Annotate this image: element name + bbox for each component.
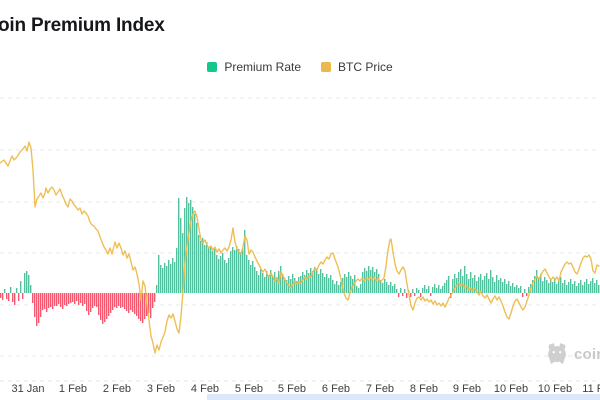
coinglass-bear-icon <box>548 343 566 365</box>
page-title: oin Premium Index <box>0 15 165 36</box>
x-tick-label: 31 Jan <box>11 383 44 395</box>
watermark: coin <box>545 341 600 367</box>
x-tick-label: 3 Feb <box>147 383 175 395</box>
x-tick-label: 10 Feb <box>494 383 528 395</box>
chart-legend: Premium Rate BTC Price <box>0 61 600 73</box>
x-tick-label: 8 Feb <box>410 383 438 395</box>
x-tick-label: 7 Feb <box>366 383 394 395</box>
legend-item-btc-price[interactable]: BTC Price <box>321 61 393 73</box>
legend-label: Premium Rate <box>224 60 301 74</box>
x-tick-label: 9 Feb <box>453 383 481 395</box>
btc-price-swatch-icon <box>321 62 331 72</box>
legend-item-premium-rate[interactable]: Premium Rate <box>207 61 301 73</box>
x-tick-label: 10 Feb <box>538 383 572 395</box>
x-tick-label: 1 Feb <box>59 383 87 395</box>
legend-label: BTC Price <box>338 60 393 74</box>
x-tick-label: 5 Feb <box>235 383 263 395</box>
x-tick-label: 2 Feb <box>103 383 131 395</box>
x-tick-label: 5 Feb <box>278 383 306 395</box>
x-tick-label: 6 Feb <box>322 383 350 395</box>
watermark-text: coin <box>574 345 600 363</box>
premium-rate-swatch-icon <box>207 62 218 72</box>
x-tick-label: 4 Feb <box>191 383 219 395</box>
x-tick-label: 11 Feb <box>582 383 600 395</box>
chart-scroll-strip[interactable] <box>207 394 600 400</box>
